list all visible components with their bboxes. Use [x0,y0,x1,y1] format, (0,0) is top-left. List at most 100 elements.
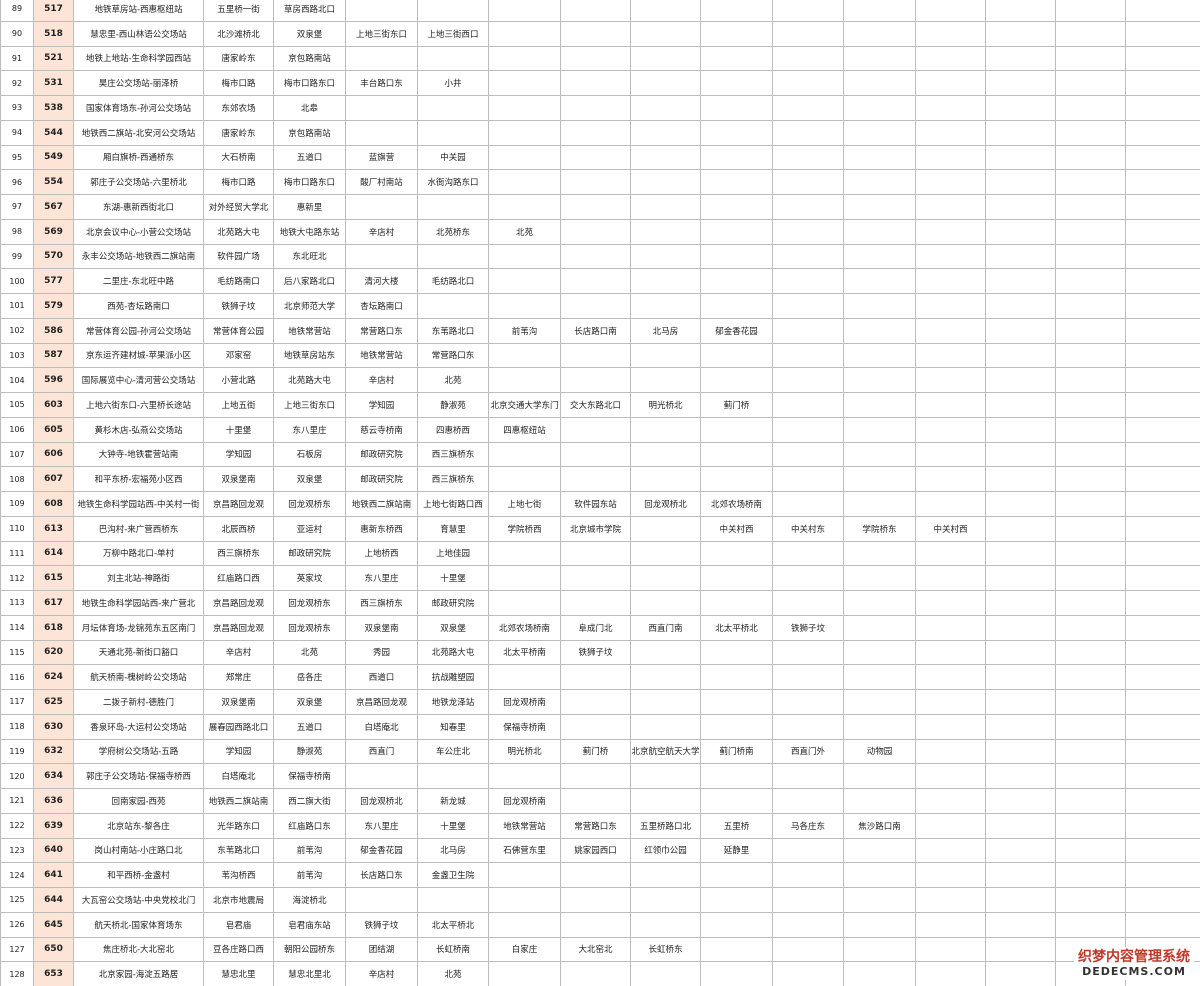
stop-name: 北马房 [417,837,489,864]
route-row: 104 596 国际展览中心-清河营公交场站 小营北路 北苑路大屯 辛店村 北苑 [0,367,1200,393]
empty-cell [1125,812,1200,839]
route-number: 615 [33,565,74,591]
stop-name: 上地五街 [203,392,274,418]
route-number: 569 [33,218,74,245]
empty-cell [1125,911,1200,938]
stop-name: 蓟门桥南 [700,738,773,765]
row-number: 96 [0,169,34,195]
empty-cell [985,763,1056,789]
stop-name: 学院桥西 [488,515,561,542]
stop-name: 常营体育公园 [203,317,274,344]
stop-name: 慈云寺桥南 [345,416,418,443]
empty-cell [843,144,916,171]
empty-cell [630,293,701,319]
empty-cell [488,268,561,294]
empty-cell [843,70,916,96]
empty-cell [915,812,986,839]
empty-cell [1125,664,1200,690]
empty-cell [560,95,631,121]
route-number: 630 [33,713,74,740]
empty-cell [700,540,773,567]
empty-cell [1055,317,1126,344]
empty-cell [915,416,986,443]
empty-cell [560,144,631,171]
row-number: 114 [0,614,34,641]
empty-cell [560,565,631,591]
stop-name: 东苇路北口 [203,837,274,864]
route-number: 617 [33,590,74,616]
stop-name: 毛纺路北口 [417,268,489,294]
stop-name: 京昌路回龙观 [345,689,418,715]
empty-cell [560,70,631,96]
stop-name: 西三旗桥东 [203,540,274,567]
route-name: 大瓦窑公交场站-中央党校北门 [73,887,204,913]
empty-cell [915,936,986,963]
row-number: 102 [0,317,34,344]
row-number: 124 [0,862,34,888]
empty-cell [985,664,1056,690]
empty-cell [700,119,773,146]
empty-cell [915,664,986,690]
route-row: 107 606 大钟寺-地铁霍营站南 学知园 石板房 邮政研究院 西三旗桥东 [0,441,1200,468]
empty-cell [700,565,773,591]
route-name: 厢白旗桥-西通桥东 [73,144,204,171]
empty-cell [488,887,561,913]
empty-cell [985,218,1056,245]
empty-cell [1055,169,1126,195]
stop-name: 北辰西桥 [203,515,274,542]
empty-cell [772,837,844,864]
route-number: 625 [33,689,74,715]
stop-name: 惠新里 [273,194,346,220]
stop-name: 辛店村 [345,961,418,986]
empty-cell [560,763,631,789]
empty-cell [772,416,844,443]
route-row: 98 569 北京会议中心-小营公交场站 北苑路大屯 地铁大屯路东站 辛店村 北苑桥东 北苑 [0,218,1200,245]
empty-cell [843,689,916,715]
empty-cell [1125,738,1200,765]
empty-cell [1055,862,1126,888]
row-number: 103 [0,342,34,369]
stop-name: 朝阳公园桥东 [273,936,346,963]
empty-cell [700,441,773,468]
stop-name: 上地三街东口 [273,392,346,418]
empty-cell [772,936,844,963]
stop-name: 北太平桥北 [417,911,489,938]
empty-cell [488,590,561,616]
stop-name: 西直门 [345,738,418,765]
stop-name: 铁狮子坟 [203,293,274,319]
stop-name: 常营路口东 [560,812,631,839]
row-number: 121 [0,788,34,814]
route-number: 579 [33,293,74,319]
empty-cell [843,590,916,616]
stop-name: 上地佳园 [417,540,489,567]
route-name: 北京会议中心-小营公交场站 [73,218,204,245]
empty-cell [772,70,844,96]
empty-cell [915,738,986,765]
empty-cell [843,565,916,591]
stop-name: 学知园 [203,441,274,468]
stop-name: 西三旗桥东 [345,590,418,616]
empty-cell [700,887,773,913]
empty-cell [560,713,631,740]
row-number: 110 [0,515,34,542]
empty-cell [772,218,844,245]
empty-cell [345,763,418,789]
empty-cell [560,466,631,492]
route-row: 111 614 万柳中路北口-单村 西三旗桥东 邮政研究院 上地桥西 上地佳园 [0,540,1200,567]
route-row: 103 587 京东运齐建材城-苹果派小区 邓家窑 地铁草房站东 地铁常营站 常营路口东 [0,342,1200,369]
empty-cell [843,491,916,517]
stop-name: 十里堡 [417,812,489,839]
stop-name: 地铁西二旗站南 [203,788,274,814]
stop-name: 金盏卫生院 [417,862,489,888]
route-number: 632 [33,738,74,765]
empty-cell [1125,515,1200,542]
empty-cell [700,911,773,938]
row-number: 116 [0,664,34,690]
empty-cell [1055,812,1126,839]
stop-name: 北苑路大屯 [273,367,346,393]
empty-cell [1055,491,1126,517]
empty-cell [560,961,631,986]
stop-name: 北京交通大学东门 [488,392,561,418]
empty-cell [1125,540,1200,567]
empty-cell [985,317,1056,344]
